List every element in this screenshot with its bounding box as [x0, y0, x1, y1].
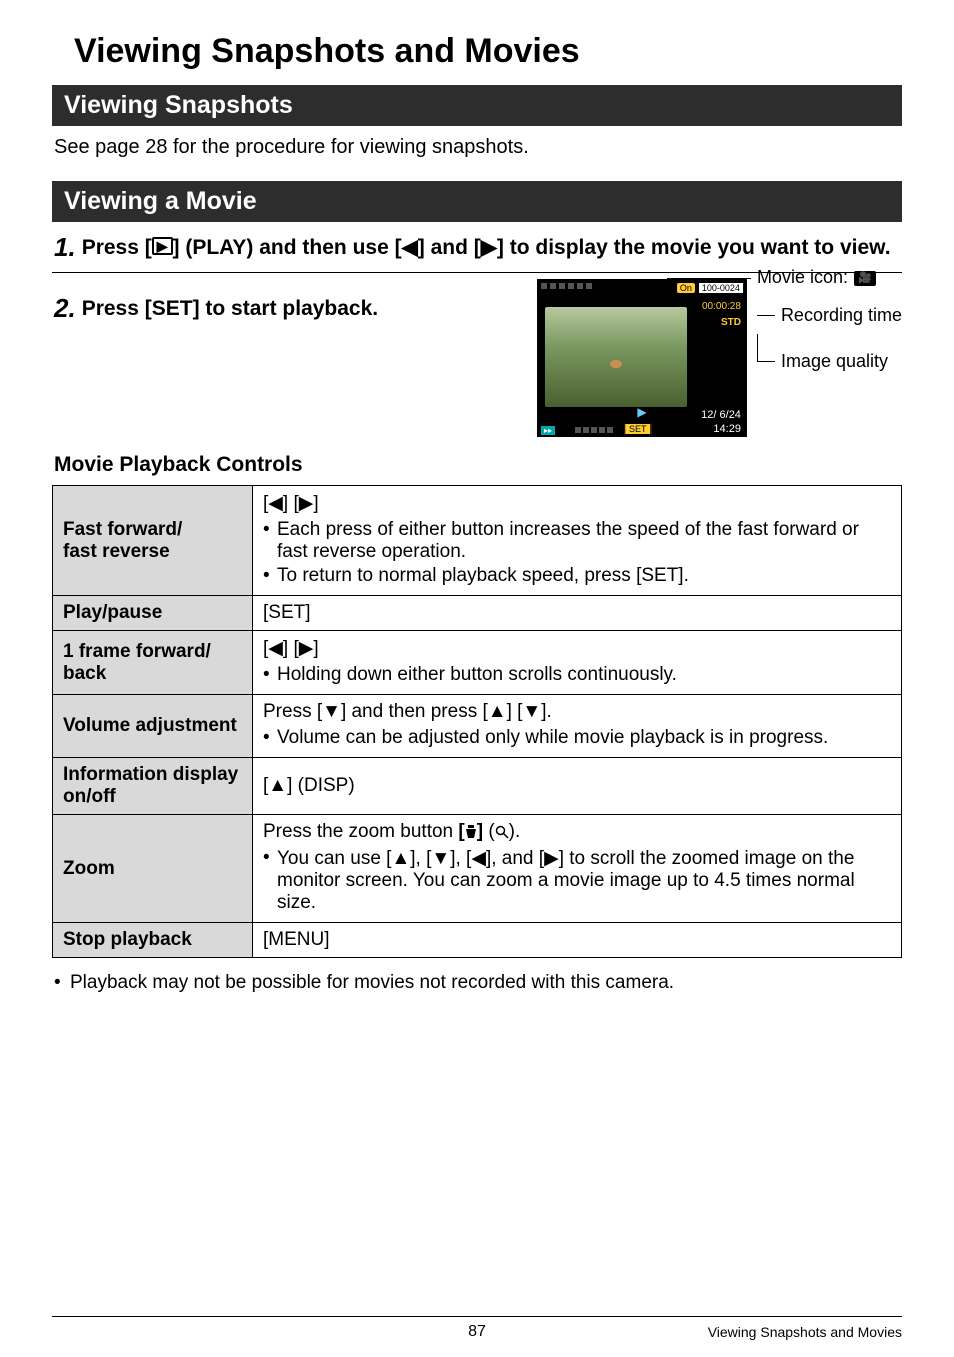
- folder-badge: 100-0024: [699, 283, 743, 293]
- row-value-frame: [◀] [▶] Holding down either button scrol…: [253, 631, 902, 695]
- snapshots-body-text: See page 28 for the procedure for viewin…: [54, 136, 900, 159]
- up-arrow-icon: ▲: [268, 775, 287, 797]
- right-arrow-icon: ▶: [299, 492, 314, 515]
- play-indicator-icon: ▶: [637, 405, 646, 419]
- step-1-number: 1.: [54, 234, 76, 260]
- bullet-text: Each press of either button increases th…: [263, 519, 891, 563]
- movie-icon: 🎥: [854, 271, 876, 286]
- step-1: 1. Press [▶] (PLAY) and then use [◀] and…: [54, 234, 900, 262]
- controls-table: Fast forward/ fast reverse [◀] [▶] Each …: [52, 485, 902, 958]
- table-row: Information display on/off [▲] (DISP): [53, 758, 902, 815]
- row-label-zoom: Zoom: [53, 815, 253, 923]
- left-arrow-icon: ◀: [402, 234, 418, 262]
- quality-value: STD: [721, 317, 741, 328]
- up-arrow-icon: ▲: [488, 701, 507, 723]
- left-arrow-icon: ◀: [268, 637, 283, 660]
- bullet-text: You can use [▲], [▼], [◀], and [▶] to sc…: [263, 847, 891, 914]
- down-arrow-icon: ▼: [322, 701, 341, 723]
- footnote: Playback may not be possible for movies …: [54, 972, 900, 994]
- page-footer: 87 Viewing Snapshots and Movies: [52, 1316, 902, 1341]
- row-label-volume: Volume adjustment: [53, 695, 253, 758]
- row-label-playpause: Play/pause: [53, 596, 253, 631]
- callout-movie-icon: Movie icon:: [757, 267, 848, 289]
- step-2: 2. Press [SET] to start playback.: [54, 295, 519, 323]
- step-1-text: Press [▶] (PLAY) and then use [◀] and [▶…: [82, 234, 900, 262]
- right-arrow-icon: ▶: [299, 637, 314, 660]
- row-label-stop: Stop playback: [53, 923, 253, 958]
- table-row: Volume adjustment Press [▼] and then pre…: [53, 695, 902, 758]
- section-heading-movie: Viewing a Movie: [52, 181, 902, 222]
- callout-recording-time: Recording time: [781, 305, 902, 327]
- row-value-volume: Press [▼] and then press [▲] [▼]. Volume…: [253, 695, 902, 758]
- row-value-fastforward: [◀] [▶] Each press of either button incr…: [253, 486, 902, 596]
- row-label-frame: 1 frame forward/ back: [53, 631, 253, 695]
- row-value-info: [▲] (DISP): [253, 758, 902, 815]
- table-row: Fast forward/ fast reverse [◀] [▶] Each …: [53, 486, 902, 596]
- section-heading-snapshots: Viewing Snapshots: [52, 85, 902, 126]
- page-root: Viewing Snapshots and Movies Viewing Sna…: [0, 0, 954, 1357]
- row-value-zoom: Press the zoom button [] (). You can use…: [253, 815, 902, 923]
- recording-time-value: 00:00:28: [702, 301, 741, 312]
- table-row: 1 frame forward/ back [◀] [▶] Holding do…: [53, 631, 902, 695]
- bullet-text: Volume can be adjusted only while movie …: [263, 727, 891, 749]
- right-arrow-icon: ▶: [481, 234, 497, 262]
- left-arrow-icon: ◀: [268, 492, 283, 515]
- row-value-playpause: [SET]: [253, 596, 902, 631]
- callouts: Movie icon: 🎥 Recording time Image quali…: [757, 279, 902, 388]
- row-label-info: Information display on/off: [53, 758, 253, 815]
- scene-image: [545, 307, 687, 407]
- callout-image-quality: Image quality: [781, 351, 888, 373]
- right-arrow-icon: ▶: [544, 847, 559, 870]
- table-row: Play/pause [SET]: [53, 596, 902, 631]
- preview-block: On 100-0024 00:00:28 STD ▶ 12/ 6/24 14:2…: [537, 279, 902, 437]
- date-value: 12/ 6/24: [701, 409, 741, 421]
- row-value-stop: [MENU]: [253, 923, 902, 958]
- table-row: Stop playback [MENU]: [53, 923, 902, 958]
- down-arrow-icon: ▼: [522, 701, 541, 723]
- step-2-number: 2.: [54, 295, 76, 321]
- bullet-text: To return to normal playback speed, pres…: [263, 565, 891, 587]
- step1-pre: Press [: [82, 236, 152, 259]
- bottom-dots: [575, 427, 613, 433]
- play-mode-icon: ▶: [152, 237, 173, 255]
- magnify-icon: [495, 825, 509, 839]
- page-number: 87: [468, 1323, 486, 1341]
- step1-mid1: ] (PLAY) and then use [: [173, 236, 402, 259]
- mode-badge: ▸▸: [541, 426, 555, 435]
- tele-icon: []: [458, 821, 483, 843]
- on-badge: On: [677, 283, 695, 293]
- table-row: Zoom Press the zoom button [] (). You ca…: [53, 815, 902, 923]
- up-arrow-icon: ▲: [391, 848, 410, 870]
- time-value: 14:29: [713, 423, 741, 435]
- controls-heading: Movie Playback Controls: [54, 453, 900, 477]
- bullet-text: Holding down either button scrolls conti…: [263, 664, 891, 686]
- page-title: Viewing Snapshots and Movies: [74, 32, 902, 71]
- step-2-row: 2. Press [SET] to start playback. On 100…: [52, 283, 902, 437]
- lcd-preview: On 100-0024 00:00:28 STD ▶ 12/ 6/24 14:2…: [537, 279, 747, 437]
- row-label-fastforward: Fast forward/ fast reverse: [53, 486, 253, 596]
- step1-post: ] to display the movie you want to view.: [497, 236, 891, 259]
- set-badge: SET: [624, 423, 652, 435]
- down-arrow-icon: ▼: [431, 848, 450, 870]
- step-2-text: Press [SET] to start playback.: [82, 295, 519, 323]
- footer-section-name: Viewing Snapshots and Movies: [708, 1324, 902, 1340]
- left-arrow-icon: ◀: [471, 847, 486, 870]
- step1-mid2: ] and [: [418, 236, 481, 259]
